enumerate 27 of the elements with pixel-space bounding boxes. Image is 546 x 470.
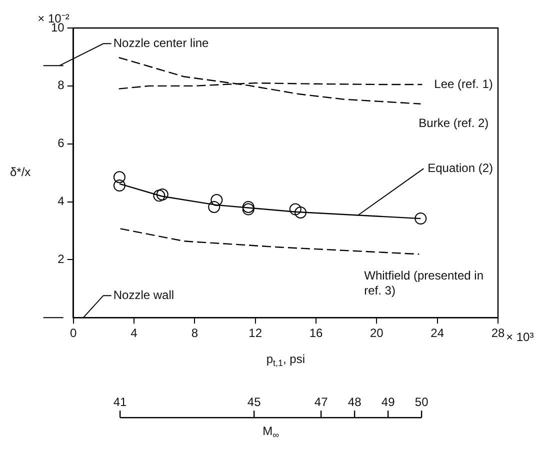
series-label: Burke (ref. 2) [418, 116, 489, 130]
annotation: Nozzle center line [113, 36, 210, 50]
annotation: Nozzle wall [113, 288, 174, 302]
y-tick-label: 4 [58, 194, 65, 208]
x-tick-label: 8 [191, 326, 198, 340]
series-label: Lee (ref. 1) [434, 76, 493, 91]
x-tick-label: 24 [430, 326, 444, 340]
text: × 10³ [506, 330, 534, 344]
x2-tick-label: 47 [314, 394, 328, 409]
x-tick-label: 4 [130, 326, 138, 340]
x2-tick-label: 49 [381, 394, 396, 409]
x-tick-label: 16 [309, 326, 323, 340]
x2-axis-title: M∞ [262, 424, 280, 440]
y-axis-title: δ*/x [10, 165, 31, 180]
x-tick-label: 20 [370, 326, 384, 340]
x-tick-label: 28 [491, 326, 505, 340]
x2-tick-label: 41 [113, 394, 128, 409]
x-tick-label: 0 [70, 326, 78, 340]
y-tick-label: 6 [58, 136, 65, 150]
x-tick-label: 12 [248, 326, 262, 340]
text: Equation (2) [428, 160, 494, 175]
x2-tick-label: 48 [348, 394, 362, 409]
y-tick-label: 2 [58, 252, 65, 266]
x2-tick-label: 45 [247, 394, 262, 409]
x2-tick-label: 50 [414, 394, 429, 409]
series-label: Whitfield (presented in ref. 3) [364, 268, 484, 298]
y-tick-label: 8 [58, 78, 65, 92]
